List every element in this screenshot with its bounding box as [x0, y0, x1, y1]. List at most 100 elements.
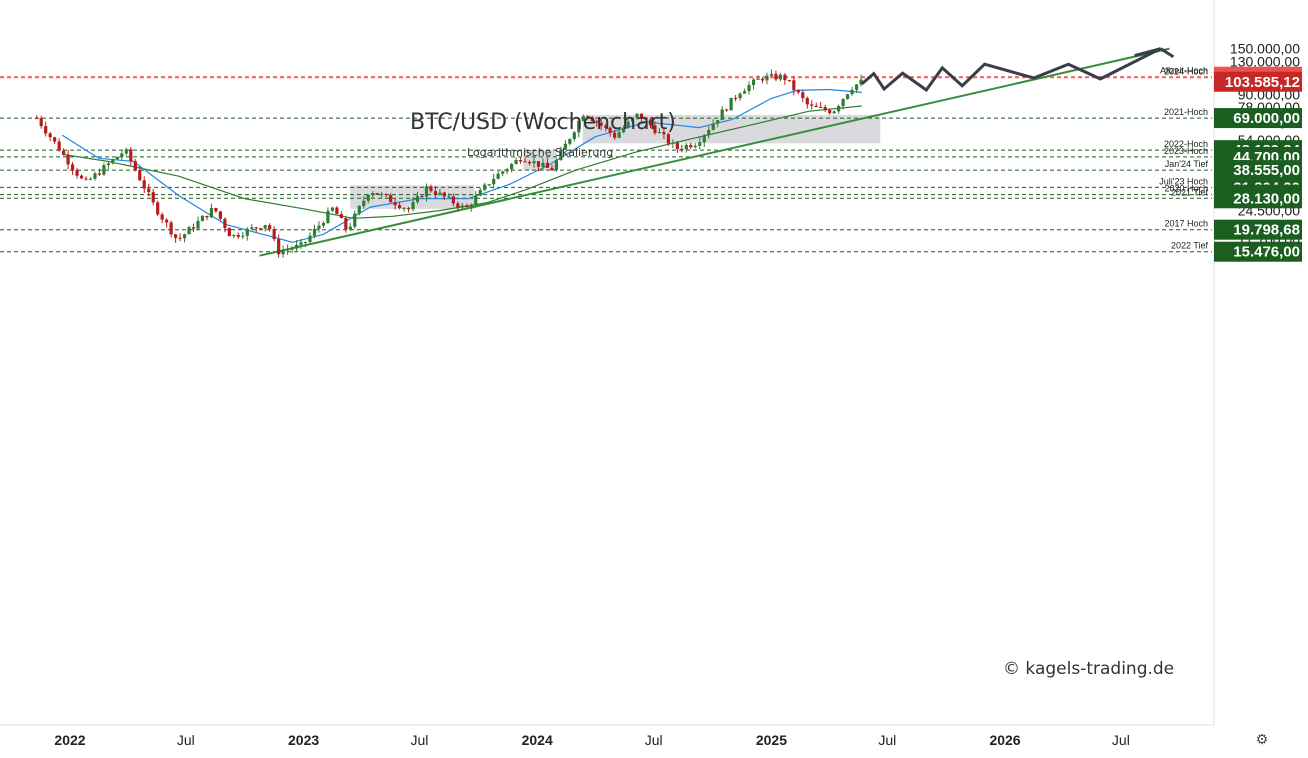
candle: [823, 104, 827, 113]
candle-body: [66, 154, 70, 165]
candle-body: [792, 80, 796, 91]
candle: [563, 140, 567, 150]
candle: [353, 210, 357, 229]
candle: [317, 221, 321, 233]
candle: [595, 119, 599, 127]
candle: [630, 117, 635, 124]
candle: [406, 206, 411, 213]
candle-body: [330, 207, 334, 211]
candle: [828, 108, 832, 115]
candle-body: [438, 192, 442, 195]
candle: [536, 161, 541, 172]
candle-body: [420, 196, 424, 198]
level-annotation-1: Allzeit-Hoch: [1160, 66, 1208, 76]
candle: [335, 206, 339, 215]
candle-body: [245, 228, 249, 236]
level-annotation-12: 2022 Tief: [1171, 241, 1209, 251]
candle: [281, 245, 285, 258]
candle-body: [828, 110, 832, 114]
candle-body: [572, 132, 576, 139]
price-label-12: 15.476,00: [1214, 241, 1302, 262]
candle: [93, 171, 97, 181]
candle-body: [819, 106, 823, 108]
candle: [62, 148, 66, 156]
price-label-text: 38.555,00: [1233, 162, 1300, 179]
candle: [496, 170, 500, 180]
candle-body: [44, 126, 48, 134]
candle: [778, 72, 782, 82]
x-tick-label-7: 2025: [756, 732, 787, 748]
candle-body: [451, 196, 455, 204]
candle: [245, 227, 249, 241]
candle-body: [698, 142, 702, 146]
candle: [742, 88, 747, 94]
candle-body: [241, 235, 245, 237]
candle: [792, 76, 796, 96]
level-annotation-5: 2022-Hoch: [1164, 139, 1208, 149]
candle-body: [460, 205, 464, 208]
candle-body: [734, 97, 738, 99]
gear-icon[interactable]: ⚙: [1255, 731, 1269, 747]
candle: [227, 227, 231, 237]
moving-average-fast: [61, 88, 862, 243]
candle: [321, 221, 326, 229]
candle-body: [783, 74, 787, 81]
candle-body: [182, 234, 187, 239]
candle: [357, 205, 361, 216]
candle-body: [339, 214, 343, 219]
candle: [545, 158, 550, 168]
candle-body: [666, 134, 670, 144]
time-axis-bg: [0, 725, 1214, 753]
candle-body: [707, 129, 711, 136]
candle-body: [595, 121, 599, 123]
candle: [707, 126, 711, 139]
chart-title: BTC/USD (Wochenchart): [410, 110, 676, 135]
candle-body: [348, 226, 352, 230]
projection-path: [860, 47, 1162, 93]
x-tick-label-8: Jul: [878, 732, 896, 748]
candle: [693, 143, 697, 149]
candle-body: [801, 92, 805, 99]
candle: [312, 224, 317, 239]
candle-body: [223, 218, 227, 229]
price-label-text: 28.130,00: [1233, 190, 1300, 207]
candle-body: [765, 75, 769, 81]
candle-body: [738, 93, 742, 99]
candle-body: [138, 170, 142, 181]
candle-body: [760, 78, 765, 81]
candle-body: [487, 184, 491, 186]
candle-body: [702, 135, 706, 143]
candle: [689, 142, 693, 150]
candle-body: [496, 173, 500, 179]
candle: [174, 233, 178, 243]
candle-body: [380, 193, 384, 195]
candle-body: [335, 207, 339, 215]
candle-body: [156, 202, 160, 215]
candle: [716, 120, 720, 128]
candle-body: [79, 175, 84, 179]
projection-arrow-head-left: [1134, 47, 1161, 58]
candle: [236, 232, 240, 239]
candle-body: [501, 171, 505, 174]
candle-body: [433, 191, 438, 195]
candle: [523, 158, 527, 163]
candle: [456, 201, 460, 212]
candle: [402, 206, 406, 212]
candle-body: [751, 79, 756, 86]
candle: [205, 215, 209, 221]
candle-body: [492, 178, 496, 185]
price-label-bg: [1214, 219, 1302, 240]
candle: [268, 223, 272, 232]
candle: [527, 160, 532, 166]
candle-body: [532, 161, 536, 164]
candle: [115, 156, 119, 160]
candle-body: [362, 200, 366, 206]
candle: [151, 188, 155, 206]
candle: [35, 115, 39, 120]
candle-body: [129, 149, 133, 162]
candle-body: [160, 214, 164, 220]
candle-body: [581, 116, 585, 121]
candle: [720, 106, 724, 121]
candle: [581, 114, 585, 122]
